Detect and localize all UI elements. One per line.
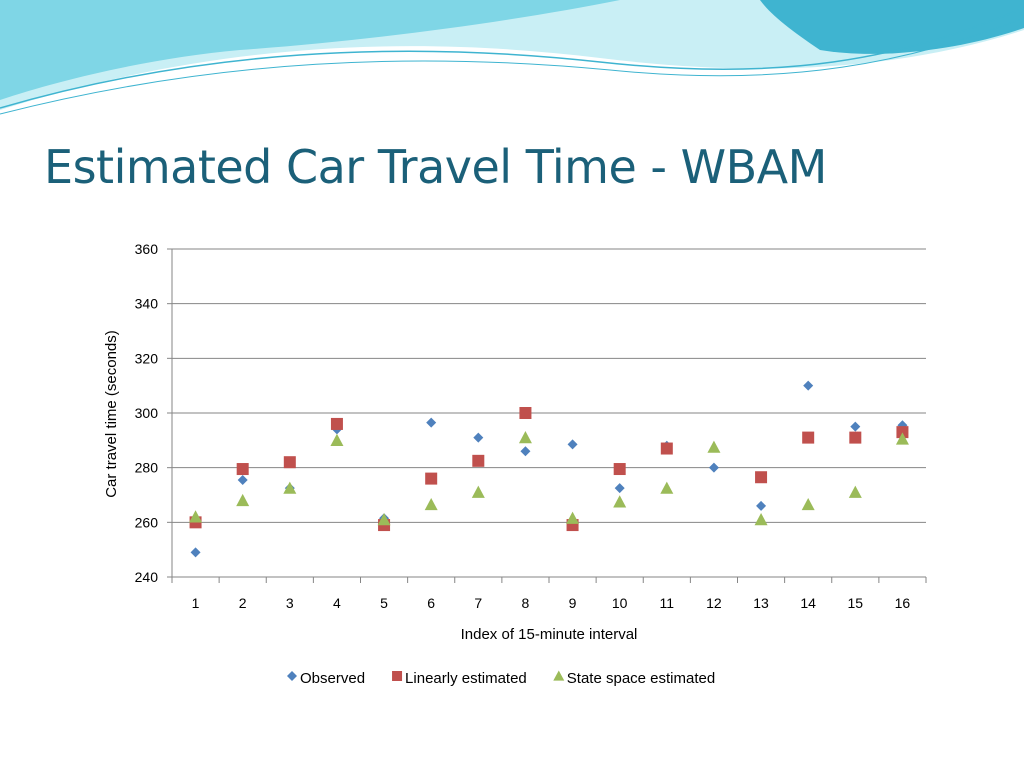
x-tick-label: 6 (427, 595, 435, 611)
slide-title: Estimated Car Travel Time - WBAM (44, 140, 827, 194)
x-tick-label: 3 (286, 595, 294, 611)
x-tick-label: 10 (612, 595, 628, 611)
wave-line (0, 17, 1024, 115)
legend-label: Observed (300, 670, 365, 687)
observed-point (473, 432, 484, 443)
linearly-estimated-point (330, 417, 343, 430)
state-space-estimated-point (801, 497, 815, 511)
x-axis-label: Index of 15-minute interval (461, 626, 638, 643)
observed-point (190, 547, 201, 558)
observed-point (803, 380, 814, 391)
state-space-estimated-point (283, 481, 297, 494)
observed-point (850, 421, 861, 432)
state-space-estimated-point (660, 481, 674, 494)
legend-marker-observed (287, 671, 297, 681)
y-tick-label: 240 (135, 569, 159, 585)
x-tick-label: 9 (569, 595, 577, 611)
legend-marker-linearly-estimated (392, 671, 403, 681)
state-space-estimated-point (566, 511, 580, 524)
y-tick-label: 360 (135, 241, 159, 257)
x-tick-label: 16 (895, 595, 911, 611)
linearly-estimated-point (236, 463, 249, 476)
y-tick-label: 300 (135, 405, 159, 421)
state-space-estimated-point (895, 432, 909, 445)
legend-label: State space estimated (567, 670, 715, 687)
y-tick-label: 260 (135, 514, 159, 530)
observed-point (520, 446, 531, 457)
linearly-estimated-point (519, 407, 532, 419)
x-tick-label: 13 (753, 595, 769, 611)
header-wave-decoration (0, 0, 1024, 115)
x-tick-label: 12 (706, 595, 722, 611)
observed-point (426, 417, 437, 428)
x-tick-label: 1 (192, 595, 200, 611)
x-tick-label: 7 (474, 595, 482, 611)
wave-band-mid (0, 0, 620, 100)
state-space-estimated-point (754, 513, 768, 526)
legend: Observed Linearly estimated State space es… (287, 670, 715, 687)
state-space-estimated-point (707, 440, 721, 453)
legend-marker-state-space-estimated (553, 670, 565, 681)
state-space-estimated-point (518, 431, 532, 444)
linearly-estimated-point (896, 426, 909, 439)
linearly-estimated-point (802, 431, 815, 444)
x-tick-label: 15 (848, 595, 864, 611)
x-tick-label: 4 (333, 595, 341, 611)
observed-point (567, 439, 578, 450)
state-space-estimated-point (330, 433, 344, 446)
linearly-estimated-point (755, 471, 768, 484)
data-points (189, 380, 909, 558)
linearly-estimated-point (425, 472, 438, 485)
y-tick-label: 280 (135, 460, 159, 476)
linearly-estimated-point (283, 456, 296, 469)
state-space-estimated-point (471, 485, 485, 498)
observed-point (237, 474, 248, 485)
observed-point (756, 500, 767, 511)
state-space-estimated-point (377, 513, 391, 526)
observed-point (708, 462, 719, 473)
linearly-estimated-point (613, 463, 626, 476)
x-tick-label: 2 (239, 595, 247, 611)
state-space-estimated-point (424, 497, 438, 511)
y-axis-label: Car travel time (seconds) (103, 330, 120, 498)
state-space-estimated-point (189, 510, 203, 523)
linearly-estimated-point (660, 442, 673, 455)
x-tick-label: 11 (660, 595, 675, 611)
linearly-estimated-point (472, 454, 485, 467)
x-tick-label: 8 (522, 595, 530, 611)
observed-point (614, 483, 625, 494)
legend-label: Linearly estimated (405, 670, 527, 687)
state-space-estimated-point (848, 485, 862, 498)
linearly-estimated-point (849, 431, 862, 444)
state-space-estimated-point (236, 493, 250, 507)
state-space-estimated-point (613, 495, 627, 508)
x-tick-label: 5 (380, 595, 388, 611)
y-tick-label: 340 (135, 296, 159, 312)
wave-line (0, 7, 1024, 109)
gridlines (172, 248, 926, 523)
y-tick-label: 320 (135, 350, 159, 366)
x-tick-label: 14 (800, 595, 816, 611)
